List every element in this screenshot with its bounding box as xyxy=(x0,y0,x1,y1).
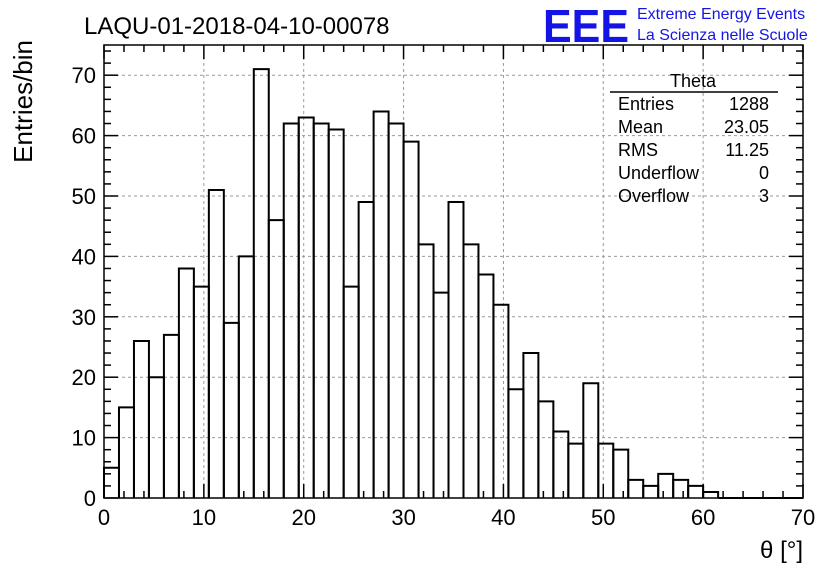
histogram-bin xyxy=(192,285,210,498)
histogram-bin xyxy=(372,110,390,498)
stats-value-rms: 11.25 xyxy=(725,140,769,160)
grid-lines xyxy=(104,45,803,498)
histogram-bin xyxy=(417,243,435,498)
histogram-bin xyxy=(252,68,270,498)
x-tick-label: 0 xyxy=(98,505,110,530)
histogram-bin xyxy=(462,243,480,498)
histogram-bin xyxy=(117,406,135,498)
histogram-bin xyxy=(147,376,165,498)
histogram-bin xyxy=(132,339,150,498)
histogram-bin xyxy=(312,122,330,498)
y-tick-label: 40 xyxy=(72,244,96,269)
histogram-bin xyxy=(492,303,510,498)
histogram-bin xyxy=(597,442,615,498)
histogram-bin xyxy=(612,448,630,498)
x-tick-label: 20 xyxy=(291,505,315,530)
histogram-bin xyxy=(522,352,540,498)
y-tick-label: 0 xyxy=(84,486,96,511)
histogram-bin xyxy=(507,388,525,498)
x-tick-label: 30 xyxy=(391,505,415,530)
logo-mark: EEE xyxy=(543,0,629,52)
histogram-bin xyxy=(327,128,345,498)
x-tick-label: 40 xyxy=(491,505,515,530)
logo: EEE Extreme Energy Events La Scienza nel… xyxy=(543,0,808,52)
y-tick-label: 50 xyxy=(72,184,96,209)
chart-title: LAQU-01-2018-04-10-00078 xyxy=(84,13,390,40)
y-axis-label: Entries/bin xyxy=(8,40,38,163)
histogram-bin xyxy=(267,219,285,498)
logo-line-1: Extreme Energy Events xyxy=(637,6,805,23)
histogram-bin xyxy=(282,122,300,498)
x-axis-ticks: 0 10 20 30 40 50 60 70 xyxy=(98,45,815,530)
histogram-bin xyxy=(552,430,570,498)
histogram-bin xyxy=(642,484,660,498)
histogram-bin xyxy=(687,484,705,498)
histogram-bin xyxy=(702,490,720,498)
histogram-bin xyxy=(207,188,225,498)
stats-value-underflow: 0 xyxy=(759,163,769,183)
histogram-bin xyxy=(537,400,555,498)
histogram-bin xyxy=(177,267,195,498)
histogram-bars xyxy=(103,68,803,499)
logo-line-2: La Scienza nelle Scuole xyxy=(637,27,808,44)
y-tick-label: 60 xyxy=(72,124,96,149)
histogram-bin xyxy=(342,285,360,498)
stats-label-mean: Mean xyxy=(618,117,663,137)
y-tick-label: 10 xyxy=(72,426,96,451)
histogram-bin xyxy=(222,321,240,498)
plot-frame xyxy=(103,44,804,499)
histogram-bin xyxy=(657,472,675,498)
histogram-bin xyxy=(477,273,495,498)
stats-label-rms: RMS xyxy=(618,140,658,160)
histogram-bin xyxy=(432,291,450,498)
histogram-bin xyxy=(402,140,420,498)
stats-title: Theta xyxy=(670,71,717,91)
histogram-bin xyxy=(627,478,645,498)
stats-value-mean: 23.05 xyxy=(724,117,769,137)
x-tick-label: 50 xyxy=(591,505,615,530)
x-axis-label: θ [°] xyxy=(760,537,803,564)
histogram-bin xyxy=(357,201,375,498)
y-tick-label: 70 xyxy=(72,63,96,88)
histogram-bin xyxy=(297,116,315,498)
histogram-bin xyxy=(582,382,600,498)
histogram-bin xyxy=(237,255,255,498)
x-tick-label: 60 xyxy=(691,505,715,530)
histogram-bin xyxy=(672,478,690,498)
stats-value-overflow: 3 xyxy=(759,186,769,206)
stats-label-entries: Entries xyxy=(618,94,674,114)
stats-label-overflow: Overflow xyxy=(618,186,690,206)
y-tick-label: 20 xyxy=(72,365,96,390)
histogram-bin xyxy=(447,201,465,498)
histogram-bin xyxy=(567,442,585,498)
stats-label-underflow: Underflow xyxy=(618,163,700,183)
stats-box: Theta Entries 1288 Mean 23.05 RMS 11.25 … xyxy=(610,71,778,206)
histogram-bin xyxy=(162,333,180,498)
histogram-bin xyxy=(387,122,405,498)
stats-value-entries: 1288 xyxy=(729,94,769,114)
y-tick-label: 30 xyxy=(72,305,96,330)
histogram-bin xyxy=(103,466,120,498)
x-tick-label: 10 xyxy=(192,505,216,530)
x-tick-label: 70 xyxy=(791,505,815,530)
